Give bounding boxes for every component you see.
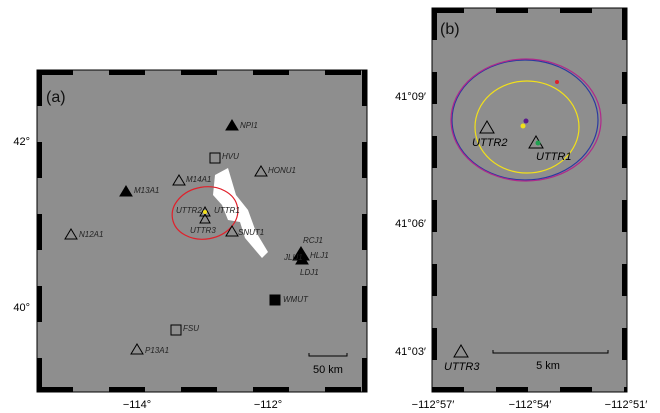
- map-area: [36, 69, 368, 393]
- event: [555, 80, 559, 84]
- ellipse: [450, 58, 602, 182]
- station-label: FSU: [183, 324, 199, 333]
- frame: [37, 70, 367, 392]
- station-label: N12A1: [79, 230, 103, 239]
- scale-bar: [308, 353, 348, 357]
- station-label: M13A1: [134, 186, 159, 195]
- y-tick-label: 41°06′: [395, 218, 426, 230]
- scale-bar: [492, 350, 609, 354]
- station-label: RCJ1: [303, 236, 323, 245]
- station-label: UTTR1: [214, 206, 240, 215]
- event: [520, 123, 526, 129]
- station-label: M14A1: [186, 175, 211, 184]
- station-label: UTTR3: [444, 361, 480, 373]
- panel-label: (a): [46, 89, 66, 106]
- y-tick-label: 42°: [13, 136, 30, 148]
- ellipse: [451, 59, 599, 181]
- scale-label: 5 km: [536, 360, 560, 372]
- panel-b: (b) UTTR2 UTTR1 UTTR3 5 km −112°57′ −112…: [395, 7, 648, 411]
- markers: [64, 119, 310, 355]
- panel-label: (b): [440, 21, 460, 38]
- station-label: WMUT: [283, 295, 309, 304]
- station-label: UTTR2: [472, 137, 507, 149]
- frame: [432, 8, 627, 392]
- station-label: NPI1: [240, 121, 258, 130]
- station-label: HVU: [222, 152, 239, 161]
- region: [213, 168, 268, 258]
- station-label: P13A1: [145, 346, 169, 355]
- event: [535, 140, 541, 146]
- panel-a: (a) −114° −112° 42° 40° NPI1 HVU HONU1 M…: [13, 69, 368, 411]
- x-tick-label: −112°: [254, 399, 282, 411]
- y-tick-label: 41°09′: [395, 91, 426, 103]
- station-label: SNUT1: [238, 228, 264, 237]
- y-tick-label: 41°03′: [395, 346, 426, 358]
- event: [203, 210, 207, 214]
- x-tick-label: −112°54′: [509, 399, 552, 411]
- x-tick-label: −114°: [123, 399, 151, 411]
- station-label: UTTR3: [190, 226, 216, 235]
- ellipse: [474, 80, 580, 174]
- event: [523, 118, 529, 124]
- map-area: [431, 7, 628, 393]
- x-tick-label: −112°51′: [605, 399, 648, 411]
- station-label: UTTR2: [176, 206, 202, 215]
- station-label: JLU1: [283, 253, 303, 262]
- scale-label: 50 km: [313, 364, 343, 376]
- x-tick-label: −112°57′: [412, 399, 455, 411]
- ellipse: [171, 186, 239, 240]
- station-label: HONU1: [268, 166, 296, 175]
- y-tick-label: 40°: [13, 302, 30, 314]
- station-label: HLJ1: [310, 251, 329, 260]
- station-label: UTTR1: [536, 151, 571, 163]
- station-label: LDJ1: [300, 268, 319, 277]
